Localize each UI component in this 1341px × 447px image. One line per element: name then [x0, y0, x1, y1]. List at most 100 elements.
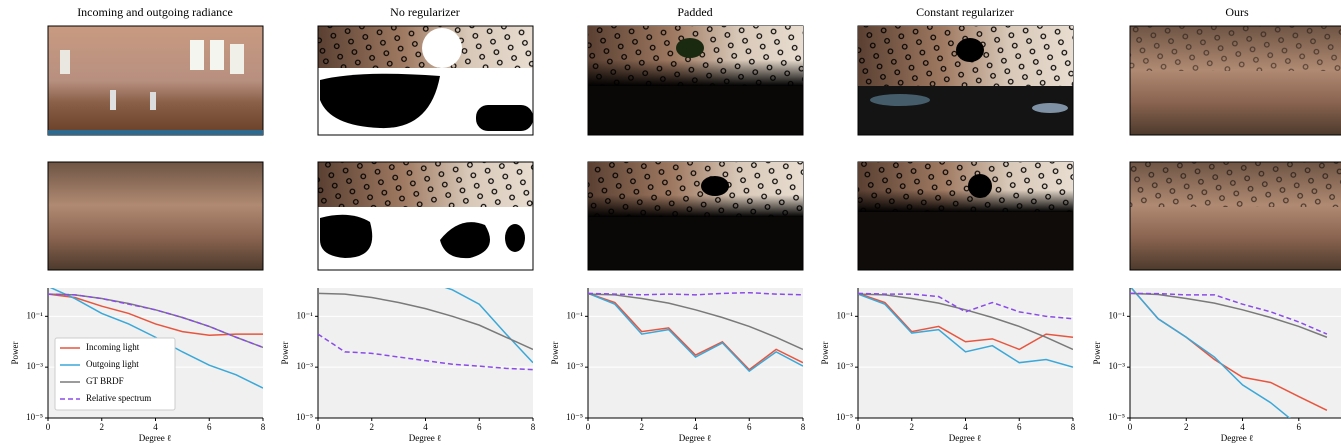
series-group [48, 288, 263, 389]
y-axis-label: Power [1092, 342, 1102, 365]
series-line [588, 293, 803, 351]
x-tick-label: 4 [963, 422, 968, 432]
x-tick-label: 2 [100, 422, 105, 432]
y-axis-label: Power [10, 342, 20, 365]
legend-label: Incoming light [86, 342, 140, 352]
x-tick-label: 2 [910, 422, 915, 432]
chart: Incoming and outgoing radiance 10⁻⁵ 10⁻³ 10… [10, 5, 266, 443]
x-tick-label: 4 [1240, 422, 1245, 432]
series-line [318, 292, 533, 351]
y-axis-label: Power [280, 342, 290, 365]
series-group [1130, 288, 1328, 418]
x-axis-label: Degree ℓ [409, 433, 442, 443]
y-tick-label: 10⁻³ [837, 361, 854, 371]
y-axis-label: Power [820, 342, 830, 365]
chart: Constant regularizer 10⁻⁵ 10⁻³ 10⁻¹ 0 2 4 6 8 Deg… [820, 5, 1076, 443]
x-tick-label: 6 [1017, 422, 1022, 432]
series-line [318, 333, 533, 371]
y-tick-label: 10⁻³ [297, 361, 314, 371]
x-tick-label: 0 [856, 422, 861, 432]
x-tick-label: 0 [46, 422, 51, 432]
x-tick-label: 0 [586, 422, 591, 432]
legend-label: Relative spectrum [86, 393, 151, 403]
y-tick-label: 10⁻³ [567, 361, 584, 371]
x-tick-label: 6 [1297, 422, 1302, 432]
x-tick-label: 6 [477, 422, 482, 432]
chart-title: Constant regularizer [916, 5, 1014, 19]
series-line [49, 288, 263, 389]
y-tick-label: 10⁻¹ [1109, 310, 1126, 320]
x-tick-label: 0 [1128, 422, 1133, 432]
chart-title: Incoming and outgoing radiance [77, 5, 233, 19]
image-input-blurred [47, 161, 264, 271]
chart: No regularizer 10⁻⁵ 10⁻³ 10⁻¹ 0 2 4 6 8 Degree ℓ P… [280, 5, 536, 443]
x-tick-label: 8 [1071, 422, 1076, 432]
image-no-regularizer-blurred [317, 161, 534, 271]
series-line [858, 293, 1073, 351]
x-tick-label: 4 [153, 422, 158, 432]
x-tick-label: 0 [316, 422, 321, 432]
image-constant-regularizer-blurred [857, 161, 1074, 271]
chart-title: Padded [677, 5, 712, 19]
x-tick-label: 2 [1184, 422, 1189, 432]
x-tick-label: 2 [640, 422, 645, 432]
series-line [444, 288, 533, 364]
series-group [588, 291, 803, 373]
series-line [1130, 292, 1328, 335]
y-tick-label: 10⁻⁵ [296, 412, 313, 422]
plot-background [1130, 288, 1341, 418]
image-no-regularizer [317, 25, 534, 136]
y-tick-label: 10⁻¹ [27, 310, 44, 320]
series-line [48, 293, 263, 337]
series-line [858, 292, 1073, 320]
legend: Incoming light Outgoing light GT BRDF Relat… [54, 337, 176, 411]
x-tick-label: 6 [207, 422, 212, 432]
x-axis-label: Degree ℓ [679, 433, 712, 443]
y-tick-label: 10⁻¹ [297, 310, 314, 320]
chart-title: No regularizer [390, 5, 460, 19]
legend-box [54, 337, 176, 411]
series-line [1130, 288, 1291, 418]
image-padded [587, 25, 804, 136]
y-tick-label: 10⁻¹ [567, 310, 584, 320]
y-tick-label: 10⁻³ [1109, 361, 1126, 371]
x-tick-label: 8 [261, 422, 266, 432]
x-tick-label: 4 [423, 422, 428, 432]
x-tick-label: 6 [747, 422, 752, 432]
plot-background [318, 288, 533, 418]
series-line [588, 291, 803, 296]
series-line [858, 293, 1073, 368]
series-group [318, 288, 533, 371]
series-line [588, 292, 803, 371]
x-tick-label: 2 [370, 422, 375, 432]
y-tick-label: 10⁻⁵ [1108, 412, 1125, 422]
series-line [48, 293, 263, 349]
x-axis-label: Degree ℓ [139, 433, 172, 443]
chart: Padded 10⁻⁵ 10⁻³ 10⁻¹ 0 2 4 6 8 Degree ℓ Power [550, 5, 806, 443]
y-tick-label: 10⁻⁵ [26, 412, 43, 422]
series-line [1130, 292, 1328, 338]
y-axis-label: Power [550, 342, 560, 365]
y-tick-label: 10⁻⁵ [836, 412, 853, 422]
legend-label: Outgoing light [86, 359, 139, 369]
x-axis-label: Degree ℓ [949, 433, 982, 443]
charts: Incoming and outgoing radiance 10⁻⁵ 10⁻³ 10… [10, 5, 1341, 443]
x-tick-label: 8 [801, 422, 806, 432]
image-constant-regularizer [857, 25, 1074, 136]
image-padded-blurred [587, 161, 804, 271]
series-line [588, 292, 803, 373]
image-input [47, 25, 264, 136]
image-ours-blurred [1129, 161, 1341, 271]
x-tick-label: 8 [531, 422, 536, 432]
legend-label: GT BRDF [86, 376, 124, 386]
y-tick-label: 10⁻⁵ [566, 412, 583, 422]
chart: Ours 10⁻⁵ 10⁻³ 10⁻¹ 0 2 4 6 Degree ℓ Power [1092, 5, 1341, 443]
series-line [858, 292, 1073, 351]
x-axis-label: Degree ℓ [1221, 433, 1254, 443]
series-group [858, 292, 1073, 368]
y-tick-label: 10⁻¹ [837, 310, 854, 320]
chart-title: Ours [1225, 5, 1249, 19]
x-tick-label: 4 [693, 422, 698, 432]
y-tick-label: 10⁻³ [27, 361, 44, 371]
